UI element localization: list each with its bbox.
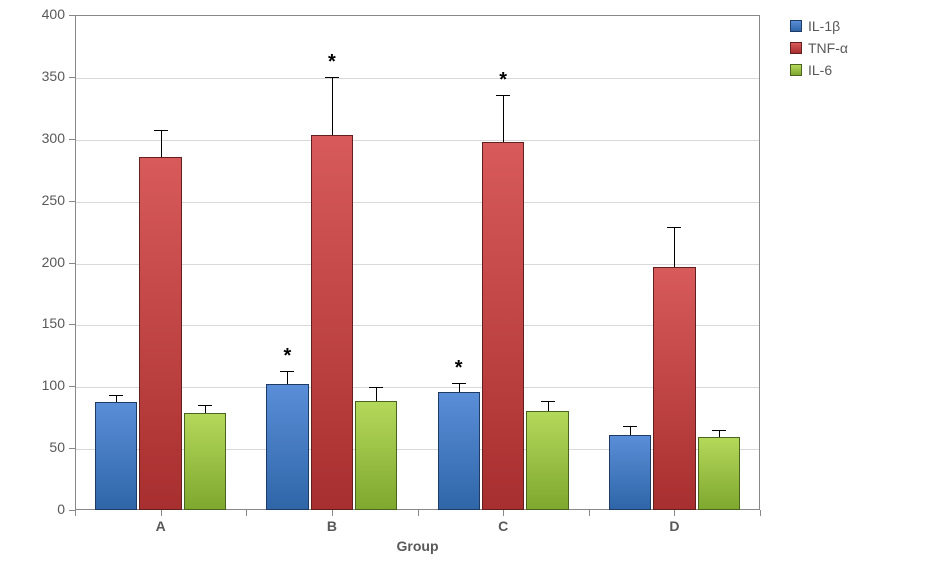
- xtick-mark: [674, 510, 675, 516]
- ytick-label: 400: [25, 6, 65, 22]
- legend-item: TNF-α: [790, 40, 848, 56]
- bar: [355, 401, 397, 510]
- legend: IL-1β TNF-α IL-6: [790, 18, 848, 84]
- bar: [438, 392, 480, 510]
- errorbar-stem: [161, 130, 162, 157]
- bar: [609, 435, 651, 510]
- legend-label: IL-6: [808, 62, 832, 78]
- errorbar-cap: [623, 426, 637, 427]
- xtick-mark: [75, 510, 76, 516]
- errorbar-cap: [667, 227, 681, 228]
- xtick-mark: [503, 510, 504, 516]
- errorbar-stem: [287, 371, 288, 383]
- significance-marker: *: [328, 51, 336, 74]
- ytick-label: 0: [25, 501, 65, 517]
- errorbar-stem: [674, 227, 675, 268]
- legend-item: IL-6: [790, 62, 848, 78]
- errorbar-cap: [712, 430, 726, 431]
- ytick-mark: [69, 324, 75, 325]
- errorbar-cap: [452, 383, 466, 384]
- errorbar-cap: [496, 95, 510, 96]
- errorbar-cap: [541, 401, 555, 402]
- bar: [653, 267, 695, 510]
- xtick-label: D: [644, 518, 704, 534]
- legend-label: IL-1β: [808, 18, 840, 34]
- ytick-mark: [69, 77, 75, 78]
- ytick-mark: [69, 139, 75, 140]
- ytick-label: 200: [25, 254, 65, 270]
- significance-marker: *: [284, 345, 292, 368]
- bar: [526, 411, 568, 510]
- bar: [698, 437, 740, 510]
- ytick-label: 50: [25, 439, 65, 455]
- errorbar-stem: [205, 405, 206, 414]
- x-axis-label: Group: [378, 538, 458, 554]
- bar: [184, 413, 226, 510]
- gridline: [76, 140, 759, 141]
- errorbar-stem: [332, 77, 333, 135]
- errorbar-cap: [369, 387, 383, 388]
- xtick-mark: [332, 510, 333, 516]
- errorbar-stem: [503, 95, 504, 142]
- bar: [139, 157, 181, 510]
- significance-marker: *: [455, 357, 463, 380]
- errorbar-stem: [719, 430, 720, 437]
- chart-container: IL-1β TNF-α IL-6 Group 0 50 100 150 200 250 300 3…: [0, 0, 946, 565]
- xtick-mark: [418, 510, 419, 516]
- legend-swatch: [790, 42, 802, 54]
- errorbar-stem: [459, 383, 460, 393]
- errorbar-stem: [630, 426, 631, 435]
- errorbar-cap: [325, 77, 339, 78]
- bar: [311, 135, 353, 510]
- errorbar-cap: [154, 130, 168, 131]
- xtick-mark: [589, 510, 590, 516]
- ytick-mark: [69, 386, 75, 387]
- legend-label: TNF-α: [808, 40, 848, 56]
- ytick-label: 250: [25, 192, 65, 208]
- errorbar-stem: [116, 395, 117, 402]
- legend-swatch: [790, 64, 802, 76]
- xtick-mark: [246, 510, 247, 516]
- xtick-mark: [161, 510, 162, 516]
- errorbar-cap: [109, 395, 123, 396]
- bar: [95, 402, 137, 510]
- legend-swatch: [790, 20, 802, 32]
- significance-marker: *: [499, 69, 507, 92]
- errorbar-stem: [548, 401, 549, 411]
- gridline: [76, 78, 759, 79]
- errorbar-stem: [376, 387, 377, 401]
- ytick-mark: [69, 201, 75, 202]
- ytick-label: 350: [25, 68, 65, 84]
- ytick-mark: [69, 15, 75, 16]
- legend-item: IL-1β: [790, 18, 848, 34]
- xtick-label: B: [302, 518, 362, 534]
- errorbar-cap: [198, 405, 212, 406]
- ytick-label: 100: [25, 377, 65, 393]
- bar: [482, 142, 524, 510]
- ytick-mark: [69, 263, 75, 264]
- bar: [266, 384, 308, 510]
- xtick-label: C: [473, 518, 533, 534]
- xtick-mark: [760, 510, 761, 516]
- ytick-label: 300: [25, 130, 65, 146]
- ytick-label: 150: [25, 315, 65, 331]
- errorbar-cap: [280, 371, 294, 372]
- xtick-label: A: [131, 518, 191, 534]
- ytick-mark: [69, 448, 75, 449]
